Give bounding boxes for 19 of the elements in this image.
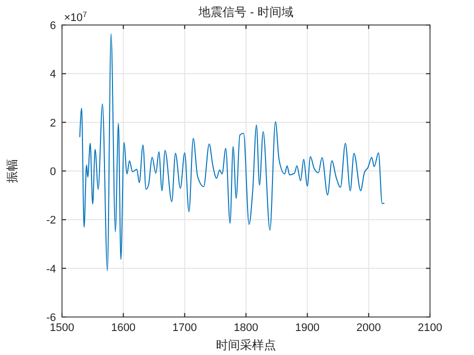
text: ×10$^{7}$ bbox=[64, 10, 87, 24]
y-tick-label: -6 bbox=[46, 312, 56, 324]
y-tick-label: 4 bbox=[50, 68, 56, 81]
x-tick-label: 1700 bbox=[172, 322, 197, 334]
chart-title: 地震信号 - 时间域 bbox=[198, 5, 294, 19]
line-series bbox=[79, 33, 384, 272]
y-tick-label: 0 bbox=[50, 166, 56, 178]
y-tick-label: 2 bbox=[50, 117, 56, 130]
x-tick-label: 2000 bbox=[356, 322, 381, 334]
y-tick-label: 6 bbox=[50, 20, 56, 32]
y-axis-title: 振幅 bbox=[5, 159, 19, 183]
x-tick-label: 1800 bbox=[234, 322, 258, 334]
x-tick-label: 1900 bbox=[295, 322, 320, 334]
y-tick-label: -4 bbox=[46, 263, 56, 276]
x-tick-label: 1500 bbox=[50, 322, 74, 334]
y-tick-label: -2 bbox=[46, 214, 56, 227]
x-tick-label: 2100 bbox=[418, 322, 442, 334]
x-tick-label: 1600 bbox=[111, 322, 136, 334]
x-axis-title: 时间采样点 bbox=[216, 338, 276, 352]
